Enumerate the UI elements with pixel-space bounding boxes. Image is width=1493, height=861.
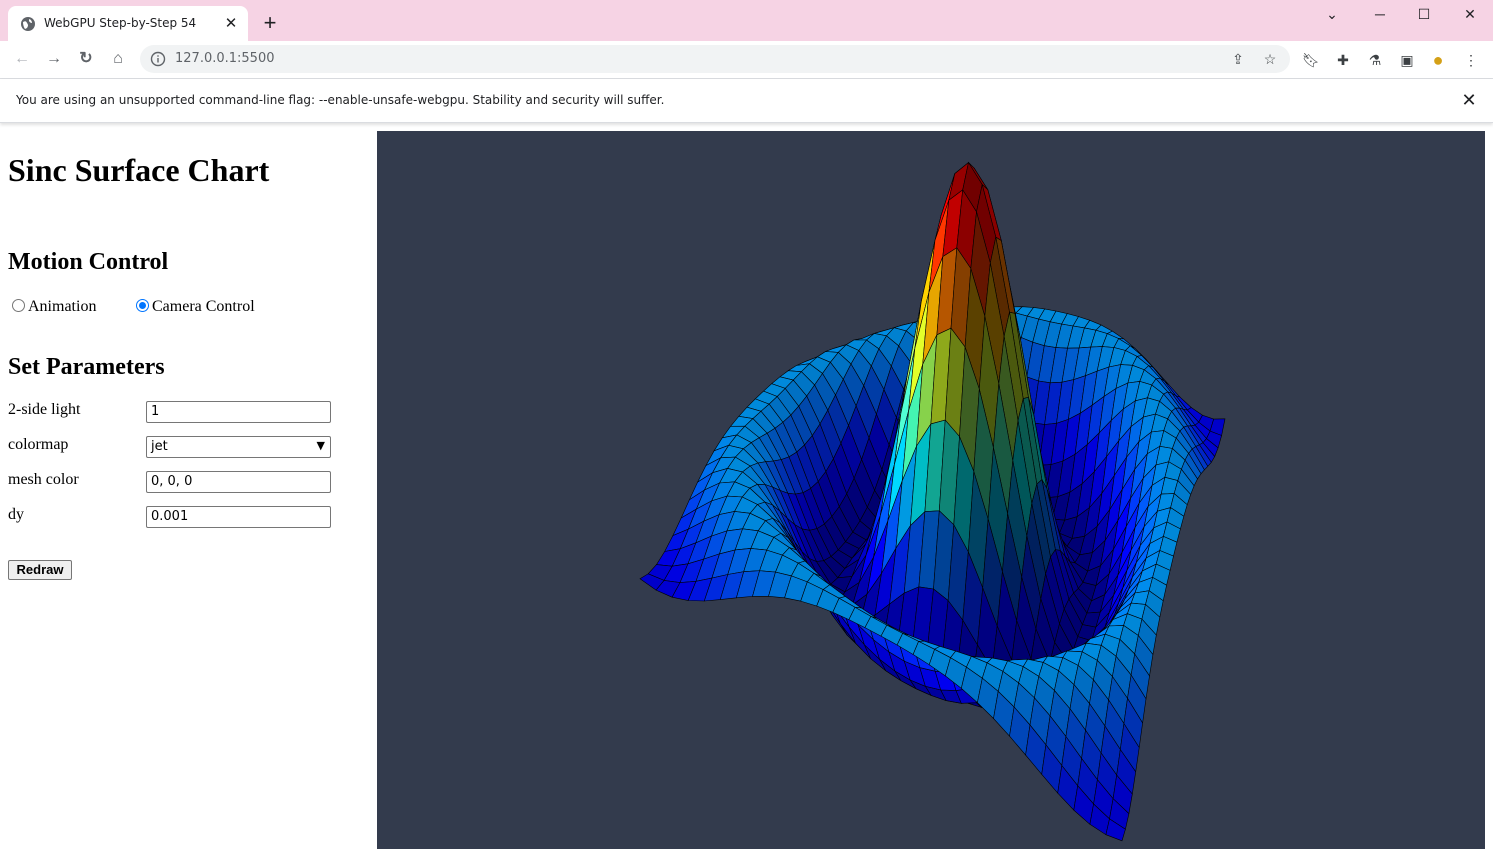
dy-input[interactable]: 0.001 [146,506,331,528]
url-text: 127.0.0.1:5500 [175,51,275,66]
redraw-button[interactable]: Redraw [8,560,72,580]
bookmark-star-icon[interactable]: ☆ [1263,51,1277,67]
colormap-label: colormap [8,436,69,453]
warning-infobar: You are using an unsupported command-lin… [0,79,1493,123]
new-tab-button[interactable]: + [263,10,277,35]
tab-close-icon[interactable]: ✕ [224,15,238,32]
globe-icon [21,17,35,31]
site-info-icon[interactable] [150,51,166,67]
tab-title: WebGPU Step-by-Step 54 [44,16,197,30]
two-side-light-label: 2-side light [8,401,81,418]
sinc-surface-plot [639,161,1226,842]
profile-avatar-icon[interactable]: ● [1432,50,1444,70]
browser-tab[interactable]: WebGPU Step-by-Step 54 ✕ [8,6,248,41]
animation-radio[interactable]: Animation [12,298,96,316]
forward-button[interactable]: → [46,50,62,67]
colormap-selected-value: jet [151,439,168,454]
share-icon[interactable]: ⇪ [1232,51,1244,67]
reload-button[interactable]: ↻ [79,50,93,67]
close-window-button[interactable]: ✕ [1464,6,1476,22]
two-side-light-input[interactable]: 1 [146,401,331,423]
infobar-close-icon[interactable]: ✕ [1461,90,1477,110]
side-panel-icon[interactable]: ▣ [1400,52,1414,68]
chevron-down-icon: ▼ [316,439,325,452]
extensions-icon[interactable]: ✚ [1337,52,1349,68]
back-button[interactable]: ← [14,50,30,67]
page-title: Sinc Surface Chart [8,152,270,188]
colormap-select[interactable]: jet ▼ [146,436,331,458]
browser-title-bar: WebGPU Step-by-Step 54 ✕ + ⌄ ─ ☐ ✕ [0,0,1493,41]
camera-control-radio-dot[interactable] [136,299,149,312]
reading-list-icon[interactable]: 🔖︎ [1302,52,1320,68]
mesh-color-input[interactable]: 0, 0, 0 [146,471,331,493]
minimize-button[interactable]: ─ [1375,6,1385,22]
infobar-message: You are using an unsupported command-lin… [16,93,665,107]
mesh-color-label: mesh color [8,471,79,488]
page-content: Sinc Surface Chart Motion Control Animat… [0,124,1493,861]
home-button[interactable]: ⌂ [113,50,123,67]
menu-icon[interactable]: ⋮ [1464,52,1478,68]
browser-toolbar: ← → ↻ ⌂ 127.0.0.1:5500 ⇪ ☆ 🔖︎ ✚ ⚗ ▣ ● ⋮ [0,41,1493,79]
animation-radio-label: Animation [28,298,97,315]
maximize-button[interactable]: ☐ [1417,6,1431,22]
labs-flask-icon[interactable]: ⚗ [1368,52,1382,68]
surface-mesh-cell [1105,818,1126,842]
camera-control-radio[interactable]: Camera Control [136,298,255,316]
address-bar[interactable]: 127.0.0.1:5500 ⇪ ☆ [140,45,1290,73]
motion-control-heading: Motion Control [8,249,169,275]
camera-control-radio-label: Camera Control [152,298,255,315]
tab-search-icon[interactable]: ⌄ [1326,6,1338,22]
animation-radio-dot[interactable] [12,299,25,312]
dy-label: dy [8,506,24,523]
webgpu-canvas[interactable] [377,131,1485,849]
set-parameters-heading: Set Parameters [8,354,165,380]
